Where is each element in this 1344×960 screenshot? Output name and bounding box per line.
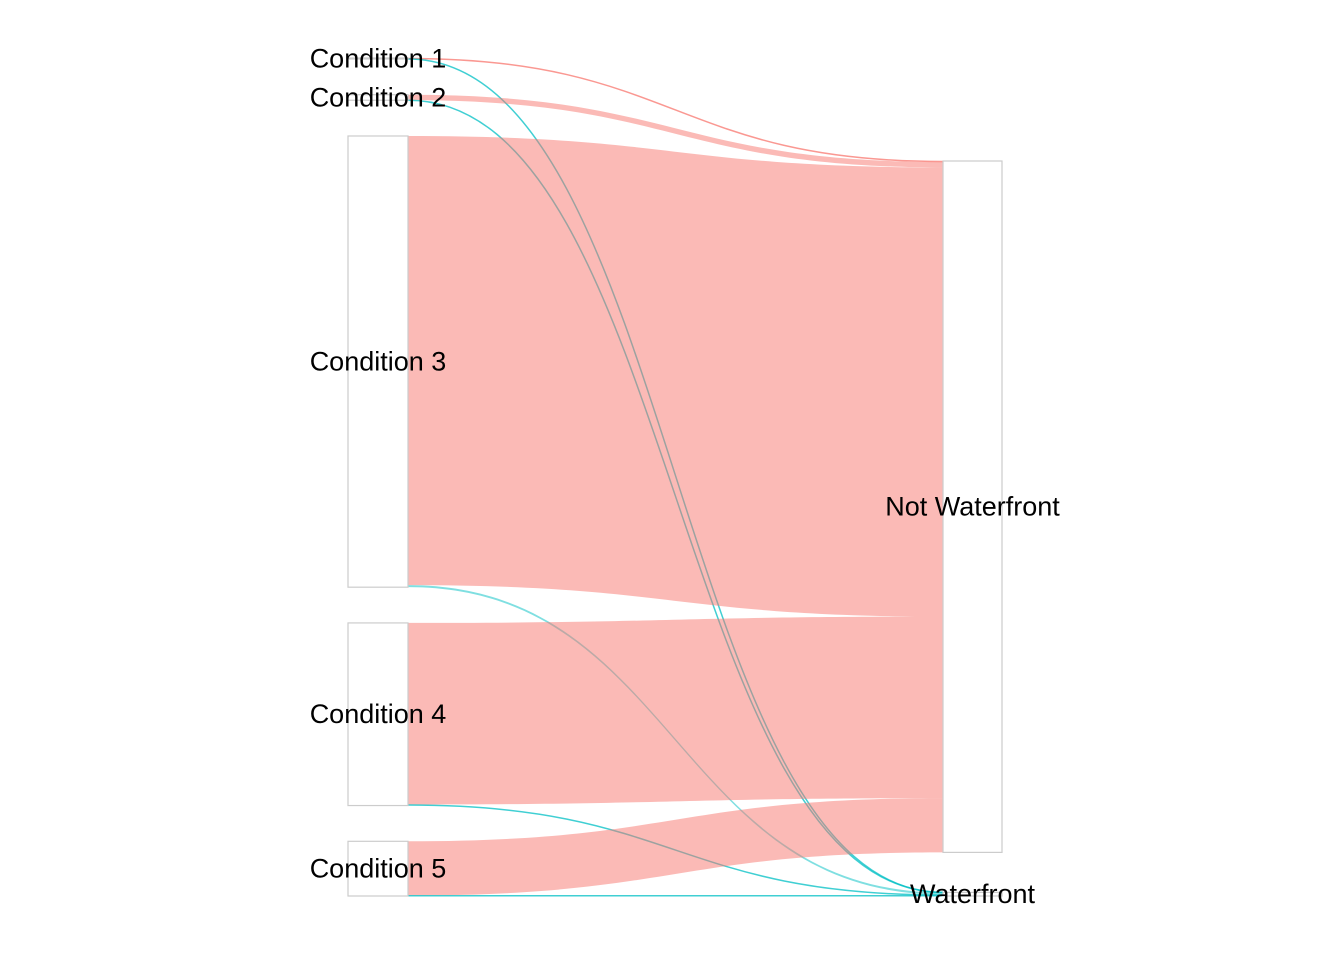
node-label-condition-3: Condition 3 [310, 347, 447, 377]
links-layer [407, 57, 944, 897]
node-condition-2 [347, 94, 409, 101]
flow-condition-5-to-not-waterfront [408, 798, 943, 896]
nodes-layer [347, 57, 1003, 897]
node-label-condition-4: Condition 4 [310, 699, 447, 729]
node-label-condition-1: Condition 1 [310, 43, 447, 73]
node-label-not-waterfront: Not Waterfront [885, 492, 1060, 522]
flow-condition-2-to-not-waterfront [408, 94, 943, 168]
flow-condition-4-to-not-waterfront [408, 616, 943, 805]
flow-condition-3-to-not-waterfront [408, 135, 943, 617]
node-condition-5 [347, 840, 409, 897]
node-label-condition-5: Condition 5 [310, 854, 447, 884]
node-condition-3 [347, 135, 409, 588]
node-waterfront [942, 891, 1003, 897]
node-label-waterfront: Waterfront [910, 879, 1036, 909]
flow-condition-1-to-not-waterfront [407, 57, 944, 163]
node-label-condition-2: Condition 2 [310, 82, 447, 112]
node-not-waterfront [942, 160, 1003, 853]
labels-layer: Condition 1 Condition 2 Condition 3 Conditi… [310, 43, 1061, 909]
node-condition-4 [347, 622, 409, 807]
node-condition-1 [347, 57, 409, 60]
